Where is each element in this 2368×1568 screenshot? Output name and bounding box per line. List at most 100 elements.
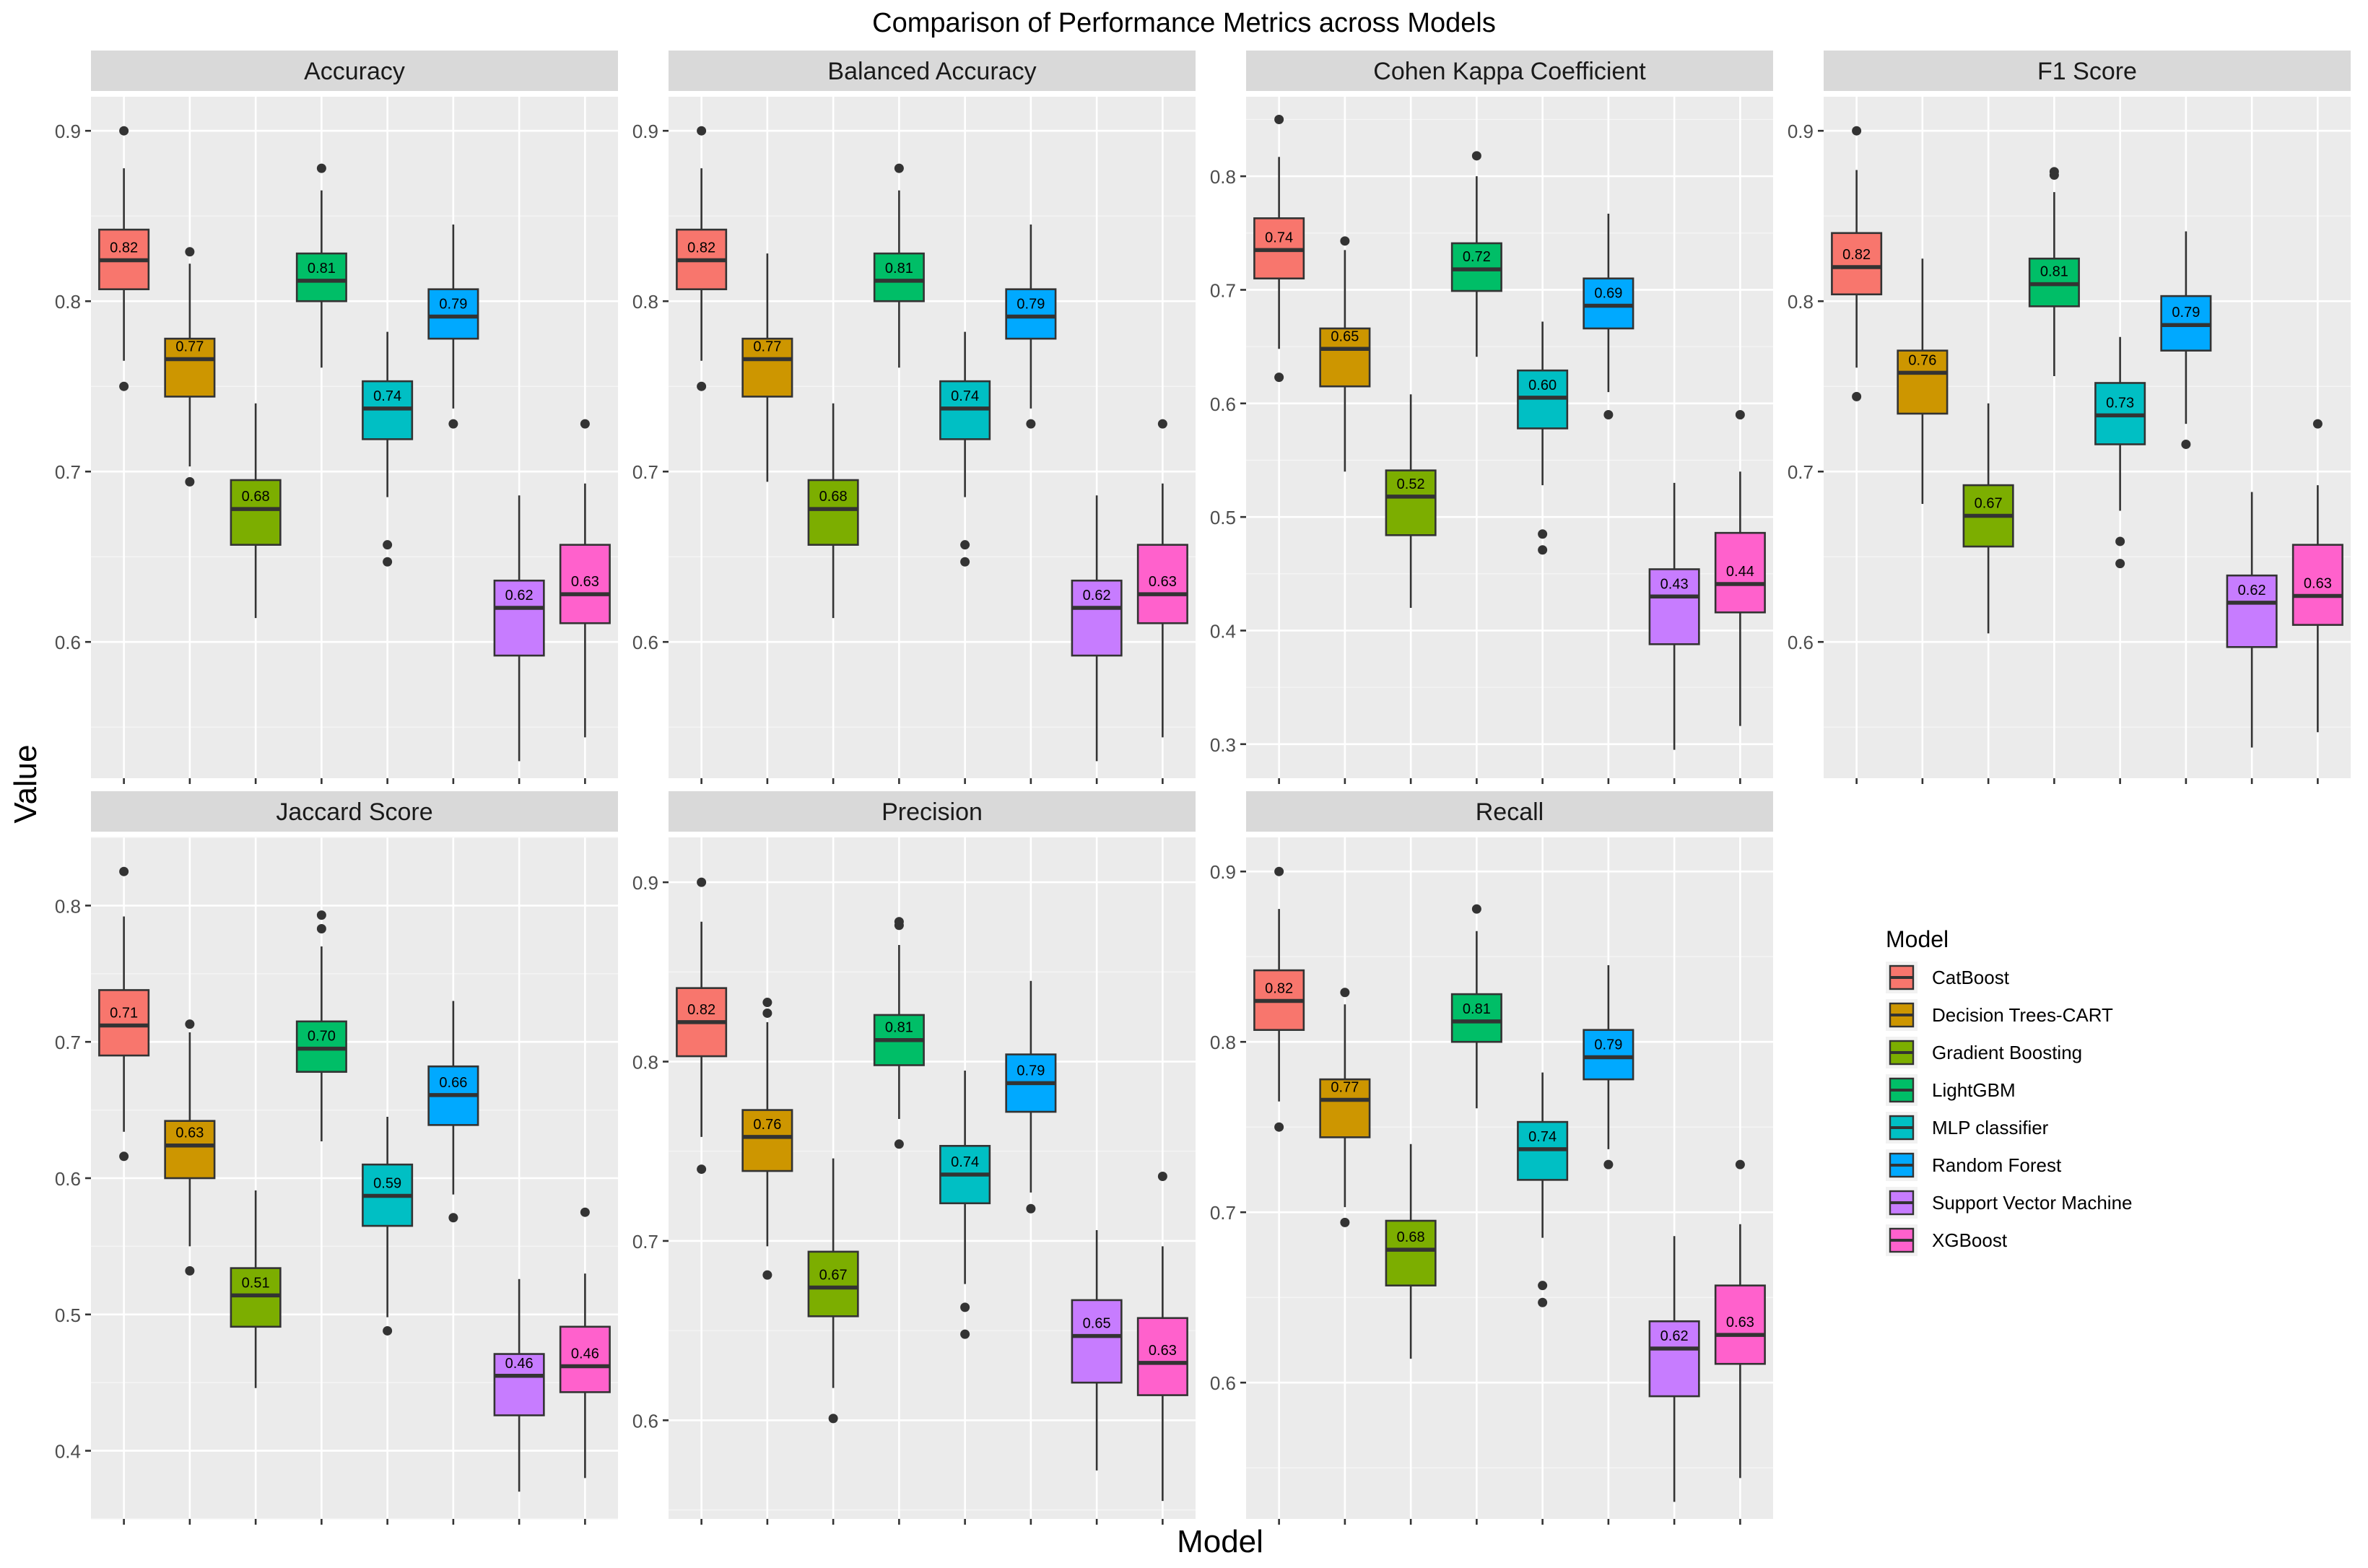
facet-panel: Cohen Kappa Coefficient 0.3 0.4 0.5 0.6 0.7 0.… — [1210, 51, 1773, 784]
outlier-point — [316, 923, 326, 933]
median-label: 0.46 — [505, 1356, 534, 1372]
median-label: 0.63 — [1149, 574, 1177, 590]
box-catboost: 0.82 — [676, 877, 728, 1175]
legend: Model CatBoost Decision Trees-CART Gradien… — [1886, 926, 2133, 1256]
y-tick-label: 0.5 — [55, 1305, 81, 1326]
outlier-point — [1026, 1203, 1036, 1214]
box-body — [164, 337, 216, 398]
y-tick-label: 0.7 — [1210, 1202, 1236, 1224]
facet-strip — [669, 791, 1196, 832]
y-tick-label: 0.3 — [1210, 734, 1236, 756]
median-label: 0.59 — [373, 1176, 401, 1192]
box-catboost: 0.82 — [98, 126, 150, 391]
median-label: 0.74 — [951, 388, 979, 404]
y-tick-label: 0.8 — [55, 291, 81, 313]
median-label: 0.68 — [242, 489, 270, 505]
median-label: 0.62 — [505, 588, 534, 604]
outlier-point — [1603, 410, 1614, 420]
median-label: 0.81 — [308, 261, 336, 276]
median-label: 0.76 — [1908, 352, 1936, 368]
y-tick-label: 0.6 — [1210, 393, 1236, 415]
legend-item: Support Vector Machine — [1886, 1187, 2133, 1219]
box-random-forest: 0.79 — [427, 225, 479, 429]
facet-strip — [669, 51, 1196, 91]
median-label: 0.72 — [1463, 249, 1491, 265]
box-body — [1897, 349, 1949, 415]
box-support-vector-machine: 0.43 — [1648, 482, 1700, 750]
outlier-point — [960, 557, 970, 567]
box-mlp-classifier: 0.74 — [362, 331, 414, 567]
box-xgboost: 0.63 — [2291, 419, 2343, 733]
median-label: 0.77 — [175, 339, 204, 354]
outlier-point — [762, 998, 772, 1008]
median-label: 0.65 — [1331, 328, 1359, 344]
outlier-point — [1471, 151, 1481, 161]
legend-item: Decision Trees-CART — [1886, 999, 2113, 1031]
box-support-vector-machine: 0.65 — [1071, 1230, 1123, 1471]
outlier-point — [2181, 439, 2191, 449]
box-random-forest: 0.79 — [2160, 231, 2212, 449]
box-mlp-classifier: 0.74 — [939, 331, 991, 567]
facet-panels: Accuracy 0.6 0.7 0.8 0.9 0.82 0.77 0.68 0.81 0.74… — [55, 51, 2351, 1525]
outlier-point — [1274, 114, 1284, 124]
y-tick-label: 0.7 — [1210, 279, 1236, 301]
median-label: 0.60 — [1528, 378, 1557, 393]
outlier-point — [1157, 1172, 1167, 1182]
facet-panel: Jaccard Score 0.4 0.5 0.6 0.7 0.8 0.71 0.63 0.51… — [55, 791, 618, 1525]
median-label: 0.68 — [819, 489, 848, 505]
facet-title: Recall — [1476, 798, 1544, 826]
outlier-point — [697, 126, 707, 136]
outlier-point — [960, 540, 970, 550]
box-body — [230, 479, 282, 546]
median-label: 0.74 — [951, 1154, 979, 1170]
facet-strip — [91, 51, 618, 91]
y-tick-label: 0.4 — [1210, 620, 1236, 642]
median-label: 0.69 — [1594, 285, 1622, 301]
y-tick-label: 0.8 — [1210, 1032, 1236, 1053]
outlier-point — [1852, 126, 1862, 136]
median-label: 0.76 — [753, 1117, 781, 1133]
legend-item: CatBoost — [1886, 962, 2010, 993]
outlier-point — [316, 910, 326, 920]
box-body — [1714, 1284, 1766, 1365]
box-random-forest: 0.79 — [1583, 965, 1634, 1170]
outlier-point — [2049, 170, 2059, 180]
legend-label: Gradient Boosting — [1932, 1042, 2082, 1063]
box-body — [1136, 1317, 1188, 1396]
y-axis-title: Value — [8, 744, 43, 823]
median-label: 0.82 — [110, 240, 138, 256]
median-label: 0.82 — [687, 240, 715, 256]
median-label: 0.70 — [308, 1029, 336, 1045]
box-body — [741, 337, 793, 398]
median-label: 0.79 — [1017, 296, 1045, 312]
box-catboost: 0.82 — [1831, 126, 1883, 401]
plot-area — [1246, 97, 1773, 778]
median-label: 0.81 — [885, 261, 913, 276]
outlier-point — [2115, 536, 2125, 546]
box-xgboost: 0.63 — [1714, 1159, 1766, 1478]
y-tick-label: 0.7 — [632, 461, 658, 483]
legend-label: Support Vector Machine — [1932, 1192, 2133, 1214]
box-random-forest: 0.79 — [1005, 225, 1057, 429]
box-random-forest: 0.69 — [1583, 214, 1634, 420]
median-label: 0.79 — [1594, 1037, 1622, 1053]
outlier-point — [383, 540, 393, 550]
y-tick-label: 0.8 — [632, 291, 658, 313]
facet-title: Accuracy — [304, 58, 405, 85]
median-label: 0.81 — [1463, 1001, 1491, 1017]
box-lightgbm: 0.70 — [295, 910, 347, 1142]
median-label: 0.68 — [1397, 1229, 1425, 1245]
legend-item: XGBoost — [1886, 1224, 2008, 1256]
legend-label: Random Forest — [1932, 1154, 2062, 1176]
box-gradient-boosting: 0.51 — [230, 1190, 282, 1388]
legend-item: MLP classifier — [1886, 1112, 2049, 1144]
box-catboost: 0.82 — [676, 126, 728, 391]
median-label: 0.74 — [1265, 230, 1293, 245]
outlier-point — [580, 1207, 590, 1217]
y-tick-label: 0.7 — [55, 1032, 81, 1053]
median-label: 0.67 — [1975, 496, 2003, 512]
facet-title: Balanced Accuracy — [827, 58, 1036, 85]
median-label: 0.82 — [687, 1002, 715, 1018]
box-body — [1648, 1320, 1700, 1398]
box-support-vector-machine: 0.62 — [493, 495, 545, 762]
